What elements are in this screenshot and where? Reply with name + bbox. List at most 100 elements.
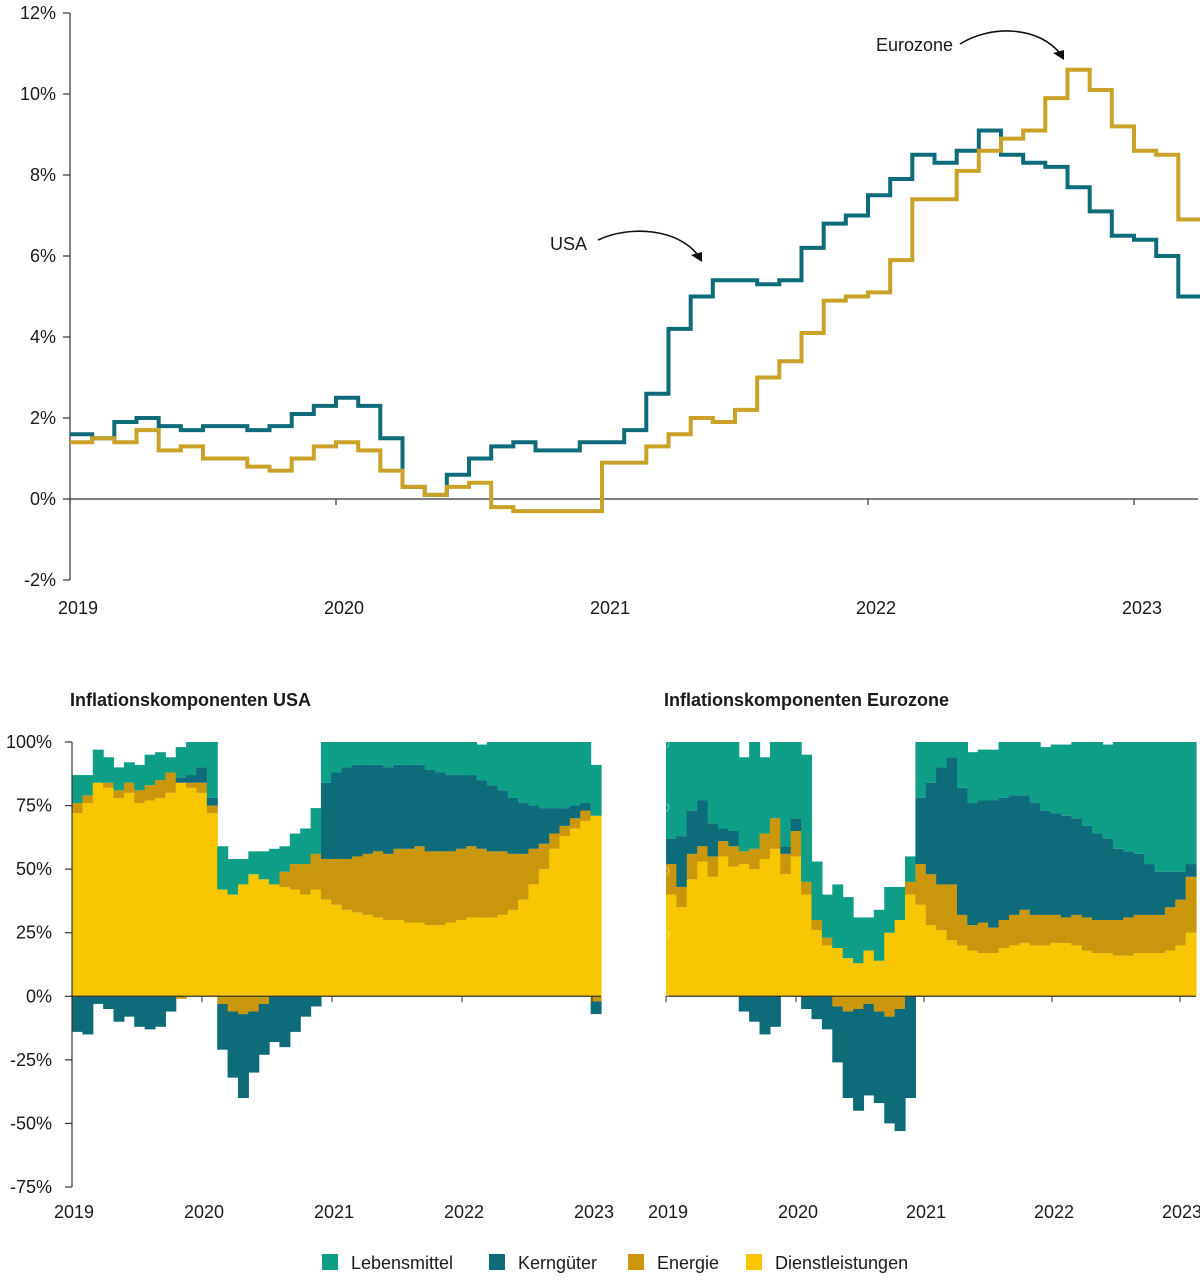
eurozone-bar-energie — [998, 920, 1010, 948]
usa-bar-energie — [383, 853, 395, 920]
usa-x-tick-label: 2020 — [184, 1202, 224, 1222]
usa-bar-energie — [559, 825, 571, 837]
eurozone-bar-kerngüter — [1040, 810, 1052, 915]
eurozone-bar-energie — [1154, 914, 1166, 954]
eurozone-bar-dienstleistungen — [1008, 945, 1020, 997]
eurozone-x-tick-label: 2022 — [1034, 1202, 1074, 1222]
line-series-eurozone — [70, 67, 1200, 514]
usa-bar-energie — [497, 851, 509, 915]
eurozone-bar-lebensmittel — [1050, 744, 1062, 814]
eurozone-bar-energie — [873, 996, 885, 1012]
eurozone-bar-energie — [1185, 876, 1197, 933]
eurozone-bar-dienstleistungen — [1154, 953, 1166, 997]
usa-bar-energie — [507, 853, 519, 910]
eurozone-bar-kerngüter — [967, 803, 979, 926]
usa-bar-lebensmittel — [144, 754, 156, 786]
eurozone-bar-kerngüter — [769, 996, 781, 1027]
usa-bar-lebensmittel — [217, 846, 229, 890]
eurozone-bar-energie — [666, 864, 677, 895]
eurozone-bar-kerngüter — [1102, 838, 1114, 920]
eurozone-bar-dienstleistungen — [894, 920, 906, 997]
usa-bar-kerngüter — [72, 996, 83, 1032]
eurozone-bar-lebensmittel — [1040, 747, 1052, 811]
eurozone-bar-dienstleistungen — [821, 945, 833, 997]
usa-y-tick-label: -50% — [10, 1113, 52, 1133]
usa-bar-dienstleistungen — [528, 884, 540, 997]
eurozone-bar-kerngüter — [905, 996, 917, 1098]
eurozone-bar-energie — [676, 886, 688, 908]
usa-bar-energie — [227, 996, 239, 1012]
usa-bar-lebensmittel — [445, 742, 457, 776]
usa-bar-kerngüter — [445, 775, 457, 852]
eurozone-bar-dienstleistungen — [801, 894, 813, 997]
usa-bar-kerngüter — [352, 764, 364, 857]
usa-bar-lebensmittel — [476, 744, 488, 781]
eurozone-bar-energie — [1112, 920, 1124, 956]
eurozone-bar-energie — [738, 851, 750, 865]
eurozone-bar-energie — [925, 874, 937, 926]
usa-bar-energie — [82, 795, 94, 804]
usa-bar-energie — [196, 782, 208, 793]
usa-bar-energie — [258, 996, 270, 1004]
usa-bar-energie — [518, 853, 529, 900]
line-chart-y-tick-label: 0% — [30, 489, 56, 509]
eurozone-bar-energie — [1144, 914, 1156, 954]
eurozone-bar-dienstleistungen — [832, 947, 844, 997]
usa-bar-energie — [569, 818, 581, 829]
eurozone-bar-lebensmittel — [728, 742, 740, 831]
usa-bar-lebensmittel — [123, 762, 135, 783]
eurozone-bar-dienstleistungen — [759, 858, 771, 997]
usa-bar-kerngüter — [559, 808, 571, 826]
eurozone-bar-energie — [884, 996, 896, 1017]
eurozone-bar-energie — [905, 881, 917, 895]
usa-bar-kerngüter — [341, 767, 353, 859]
usa-bar-kerngüter — [393, 764, 405, 849]
eurozone-bar-dienstleistungen — [925, 925, 937, 997]
eurozone-bar-energie — [1050, 914, 1062, 943]
usa-bar-energie — [528, 848, 540, 885]
annotation-eurozone-arrowhead — [1053, 50, 1064, 60]
usa-bar-energie — [217, 996, 229, 1004]
usa-bar-dienstleistungen — [518, 899, 529, 997]
usa-bar-lebensmittel — [320, 742, 332, 783]
usa-y-tick-label: 25% — [16, 923, 52, 943]
eurozone-bar-dienstleistungen — [967, 950, 979, 997]
usa-bar-kerngüter — [154, 996, 166, 1027]
usa-bar-kerngüter — [269, 996, 281, 1043]
usa-bar-kerngüter — [289, 996, 301, 1032]
usa-bar-dienstleistungen — [279, 886, 291, 997]
usa-bar-dienstleistungen — [331, 904, 343, 997]
usa-bar-kerngüter — [165, 996, 177, 1012]
usa-bar-dienstleistungen — [206, 813, 218, 997]
eurozone-bar-kerngüter — [946, 757, 958, 885]
eurozone-bar-energie — [863, 996, 875, 1004]
eurozone-bar-kerngüter — [686, 810, 698, 854]
eurozone-bar-energie — [707, 856, 719, 877]
usa-y-tick-label: 75% — [16, 796, 52, 816]
eurozone-bar-kerngüter — [1112, 848, 1124, 920]
usa-bar-dienstleistungen — [393, 920, 405, 997]
usa-y-tick-label: -25% — [10, 1050, 52, 1070]
usa-bar-dienstleistungen — [559, 836, 571, 997]
eurozone-bar-kerngüter — [956, 787, 968, 915]
usa-bar-lebensmittel — [113, 767, 125, 791]
usa-bar-dienstleistungen — [352, 912, 364, 997]
usa-bar-lebensmittel — [590, 764, 602, 816]
usa-bar-dienstleistungen — [248, 874, 260, 997]
usa-bar-lebensmittel — [196, 742, 208, 768]
usa-bar-kerngüter — [196, 767, 208, 783]
usa-bar-lebensmittel — [331, 742, 343, 773]
usa-bar-lebensmittel — [486, 742, 498, 786]
usa-bar-kerngüter — [486, 785, 498, 852]
eurozone-bar-lebensmittel — [853, 917, 865, 964]
annotation-usa-arrowhead — [691, 252, 702, 262]
eurozone-bar-lebensmittel — [1175, 742, 1187, 872]
eurozone-bar-dienstleistungen — [666, 894, 677, 997]
line-chart-y-tick-label: 2% — [30, 408, 56, 428]
eurozone-bar-kerngüter — [1019, 795, 1031, 910]
eurozone-bar-lebensmittel — [1029, 742, 1041, 804]
usa-bar-dienstleistungen — [486, 917, 498, 997]
eurozone-bar-kerngüter — [821, 996, 833, 1030]
eurozone-bar-lebensmittel — [998, 742, 1010, 798]
